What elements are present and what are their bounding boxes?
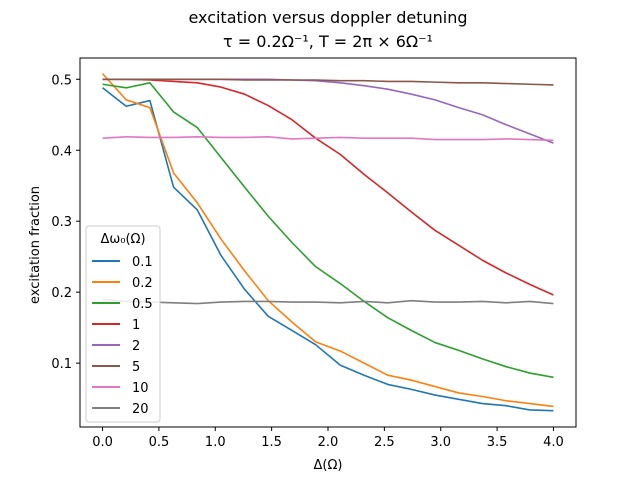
legend-label: 0.5 xyxy=(132,297,153,312)
y-tick-label: 0.2 xyxy=(51,286,72,301)
series-line-2 xyxy=(102,78,554,144)
legend-title: Δω₀(Ω) xyxy=(100,232,145,247)
y-tick-label: 0.1 xyxy=(51,357,72,372)
x-axis: 0.0 0.5 1.0 1.5 2.0 2.5 3.0 3.5 4.0 xyxy=(92,427,564,450)
y-tick-label: 0.4 xyxy=(51,144,72,159)
series-line-0.5 xyxy=(102,82,554,379)
y-axis-label: excitation fraction xyxy=(28,186,43,304)
x-tick-label: 4.0 xyxy=(543,435,564,450)
series-line-0.1 xyxy=(102,87,554,412)
legend-label: 20 xyxy=(132,402,149,417)
series-line-5 xyxy=(102,78,554,86)
x-tick-label: 0.5 xyxy=(149,435,170,450)
series-line-0.2 xyxy=(101,73,554,408)
series-line-10 xyxy=(102,135,554,142)
legend-box xyxy=(85,225,161,423)
series-line-1 xyxy=(102,78,554,296)
legend-label: 1 xyxy=(132,318,140,333)
chart-title: excitation versus doppler detuning xyxy=(188,8,467,27)
x-axis-label: Δ(Ω) xyxy=(314,458,343,473)
chart-subtitle: τ = 0.2Ω⁻¹, T = 2π × 6Ω⁻¹ xyxy=(223,32,433,51)
legend: Δω₀(Ω) 0.1 0.2 0.5 1 2 5 10 20 xyxy=(85,225,161,423)
x-tick-label: 2.0 xyxy=(318,435,339,450)
x-tick-label: 1.5 xyxy=(261,435,282,450)
plot-area xyxy=(101,73,554,412)
y-tick-label: 0.5 xyxy=(51,73,72,88)
x-tick-label: 3.5 xyxy=(487,435,508,450)
x-tick-label: 0.0 xyxy=(92,435,113,450)
legend-label: 2 xyxy=(132,339,140,354)
legend-label: 0.2 xyxy=(132,276,153,291)
legend-label: 0.1 xyxy=(132,255,153,270)
y-tick-label: 0.3 xyxy=(51,215,72,230)
x-tick-label: 1.0 xyxy=(205,435,226,450)
series-line-20 xyxy=(102,298,554,305)
y-axis: 0.1 0.2 0.3 0.4 0.5 xyxy=(51,73,80,372)
x-tick-label: 3.0 xyxy=(430,435,451,450)
legend-label: 5 xyxy=(132,360,140,375)
legend-label: 10 xyxy=(132,381,149,396)
x-tick-label: 2.5 xyxy=(374,435,395,450)
